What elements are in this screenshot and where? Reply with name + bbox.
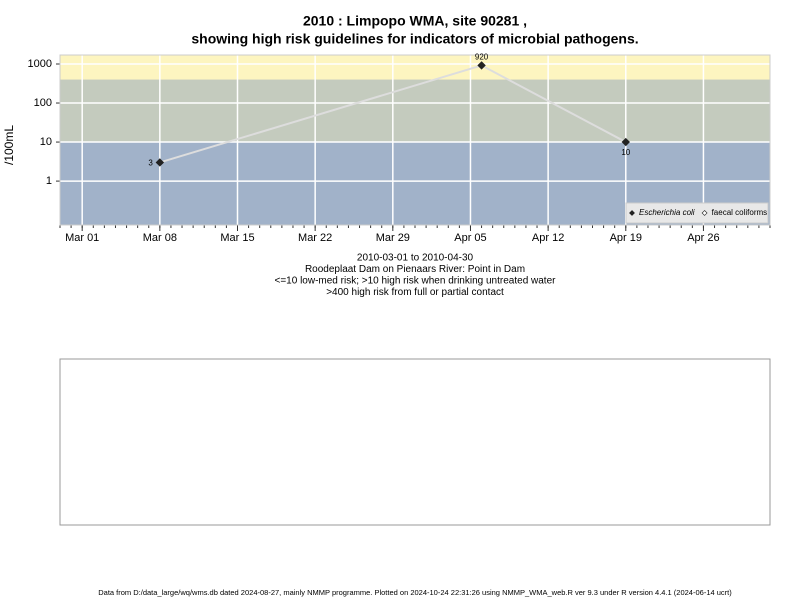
caption: 2010-03-01 to 2010-04-30 xyxy=(357,253,474,264)
y-tick-label: 100 xyxy=(34,97,52,109)
caption: >400 high risk from full or partial cont… xyxy=(326,287,504,298)
data-label: 3 xyxy=(148,159,153,168)
risk-band xyxy=(60,55,770,80)
plot-border xyxy=(59,54,771,226)
data-point xyxy=(155,158,165,167)
x-tick-label: Mar 22 xyxy=(298,232,332,244)
data-point xyxy=(477,61,486,70)
y-axis-label: /100mL xyxy=(2,125,16,165)
empty-panel xyxy=(59,358,771,526)
x-tick-label: Mar 15 xyxy=(220,232,254,244)
legend-label: Escherichia coli xyxy=(639,208,695,217)
x-tick-label: Apr 05 xyxy=(454,232,486,244)
legend-marker xyxy=(629,210,635,216)
y-tick-label: 10 xyxy=(40,136,52,148)
legend-marker xyxy=(701,210,708,216)
caption: <=10 low-med risk; >10 high risk when dr… xyxy=(275,276,557,287)
data-label: 10 xyxy=(621,148,630,157)
x-tick-label: Apr 19 xyxy=(610,232,642,244)
x-tick-label: Apr 12 xyxy=(532,232,564,244)
y-tick-label: 1 xyxy=(46,175,52,187)
x-tick-label: Mar 29 xyxy=(376,232,410,244)
x-tick-label: Mar 08 xyxy=(143,232,177,244)
data-point xyxy=(621,137,630,147)
legend-label: faecal coliforms xyxy=(712,208,768,217)
x-tick-label: Apr 26 xyxy=(687,232,719,244)
chart-title: 2010 : Limpopo WMA, site 90281 , xyxy=(303,13,527,29)
chart-subtitle: showing high risk guidelines for indicat… xyxy=(191,31,638,47)
caption: Roodeplaat Dam on Pienaars River: Point … xyxy=(305,264,525,275)
y-tick-label: 1000 xyxy=(28,58,52,70)
data-label: 920 xyxy=(475,53,489,62)
x-tick-label: Mar 01 xyxy=(65,232,99,244)
legend-box xyxy=(625,202,769,224)
footer: Data from D:/data_large/wq/wms.db dated … xyxy=(98,588,732,597)
risk-band xyxy=(60,79,770,143)
